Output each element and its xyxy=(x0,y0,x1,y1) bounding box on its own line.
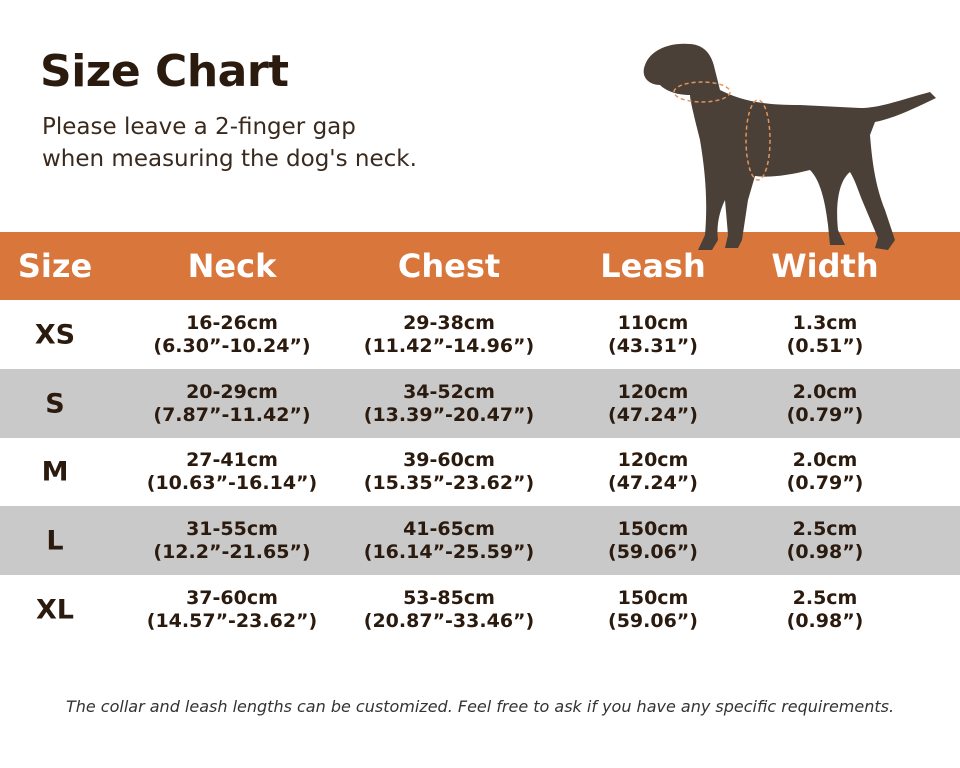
column-header: Chest xyxy=(397,247,501,285)
inch-value: (59.06”) xyxy=(608,609,698,632)
table-cell: 53-85cm (20.87”-33.46”) xyxy=(364,587,534,633)
table-cell: 110cm (43.31”) xyxy=(608,312,698,358)
table-row: M 27-41cm (10.63”-16.14”) 39-60cm (15.35”-23… xyxy=(0,437,960,506)
cm-value: 2.5cm xyxy=(792,517,858,540)
cm-value: 1.3cm xyxy=(792,311,858,334)
cm-value: 39-60cm xyxy=(403,448,495,471)
size-label: XL xyxy=(35,594,75,625)
cm-value: 2.0cm xyxy=(792,448,858,471)
inch-value: (6.30”-10.24”) xyxy=(153,334,311,357)
cm-value: 34-52cm xyxy=(403,380,495,403)
inch-value: (14.57”-23.62”) xyxy=(146,609,318,632)
table-cell: 1.3cm (0.51”) xyxy=(787,312,864,358)
cm-value: 120cm xyxy=(617,380,689,403)
inch-value: (10.63”-16.14”) xyxy=(146,471,318,494)
size-label: XS xyxy=(34,319,76,350)
inch-value: (43.31”) xyxy=(608,334,698,357)
column-header: Leash xyxy=(600,247,706,285)
cm-value: 53-85cm xyxy=(403,586,495,609)
header-band xyxy=(0,232,960,300)
table-cell: 29-38cm (11.42”-14.96”) xyxy=(364,312,534,358)
inch-value: (0.98”) xyxy=(786,609,864,632)
table-cell: 2.5cm (0.98”) xyxy=(787,587,864,633)
column-header: Neck xyxy=(187,247,277,285)
subtitle: when measuring the dog's neck. xyxy=(42,146,417,172)
inch-value: (47.24”) xyxy=(608,403,698,426)
table-cell: 2.5cm (0.98”) xyxy=(787,518,864,564)
table-cell: 34-52cm (13.39”-20.47”) xyxy=(364,381,534,427)
cm-value: 150cm xyxy=(617,586,689,609)
table-row: L 31-55cm (12.2”-21.65”) 41-65cm (16.14”-25.… xyxy=(0,506,960,575)
inch-value: (59.06”) xyxy=(608,540,698,563)
cm-value: 16-26cm xyxy=(186,311,278,334)
cm-value: 110cm xyxy=(617,311,689,334)
cm-value: 120cm xyxy=(617,448,689,471)
inch-value: (0.51”) xyxy=(786,334,864,357)
inch-value: (16.14”-25.59”) xyxy=(363,540,535,563)
inch-value: (11.42”-14.96”) xyxy=(363,334,535,357)
inch-value: (20.87”-33.46”) xyxy=(363,609,535,632)
inch-value: (47.24”) xyxy=(608,471,698,494)
table-row: XL 37-60cm (14.57”-23.62”) 53-85cm (20.87”-3… xyxy=(0,575,960,644)
table-cell: 31-55cm (12.2”-21.65”) xyxy=(153,518,310,564)
inch-value: (0.79”) xyxy=(786,403,864,426)
cm-value: 29-38cm xyxy=(403,311,495,334)
table-cell: 120cm (47.24”) xyxy=(608,449,698,495)
table-cell: 16-26cm (6.30”-10.24”) xyxy=(153,312,310,358)
cm-value: 31-55cm xyxy=(186,517,278,540)
dog-illustration xyxy=(643,43,936,250)
inch-value: (0.98”) xyxy=(786,540,864,563)
size-label: M xyxy=(41,456,69,487)
cm-value: 150cm xyxy=(617,517,689,540)
table-cell: 20-29cm (7.87”-11.42”) xyxy=(153,381,310,427)
size-label: L xyxy=(46,525,64,556)
footnote: The collar and leash lengths can be cust… xyxy=(65,697,895,716)
cm-value: 37-60cm xyxy=(186,586,278,609)
table-cell: 37-60cm (14.57”-23.62”) xyxy=(147,587,317,633)
title: Size Chart xyxy=(40,46,289,97)
column-header: Size xyxy=(17,247,93,285)
inch-value: (7.87”-11.42”) xyxy=(153,403,311,426)
table-cell: 2.0cm (0.79”) xyxy=(787,449,864,495)
cm-value: 2.0cm xyxy=(792,380,858,403)
table-row: S 20-29cm (7.87”-11.42”) 34-52cm (13.39”-20.… xyxy=(0,369,960,438)
table-cell: 150cm (59.06”) xyxy=(608,518,698,564)
cm-value: 20-29cm xyxy=(186,380,278,403)
size-label: S xyxy=(45,388,65,419)
table-cell: 39-60cm (15.35”-23.62”) xyxy=(364,449,534,495)
table-cell: 150cm (59.06”) xyxy=(608,587,698,633)
table-row: XS 16-26cm (6.30”-10.24”) 29-38cm (11.42”-14… xyxy=(0,300,960,369)
subtitle: Please leave a 2-finger gap xyxy=(42,114,356,140)
inch-value: (0.79”) xyxy=(786,471,864,494)
table-cell: 120cm (47.24”) xyxy=(608,381,698,427)
inch-value: (15.35”-23.62”) xyxy=(363,471,535,494)
cm-value: 41-65cm xyxy=(403,517,495,540)
table-cell: 2.0cm (0.79”) xyxy=(787,381,864,427)
table-cell: 41-65cm (16.14”-25.59”) xyxy=(364,518,534,564)
column-header: Width xyxy=(771,247,879,285)
inch-value: (12.2”-21.65”) xyxy=(153,540,311,563)
cm-value: 27-41cm xyxy=(186,448,278,471)
cm-value: 2.5cm xyxy=(792,586,858,609)
table-cell: 27-41cm (10.63”-16.14”) xyxy=(147,449,317,495)
inch-value: (13.39”-20.47”) xyxy=(363,403,535,426)
